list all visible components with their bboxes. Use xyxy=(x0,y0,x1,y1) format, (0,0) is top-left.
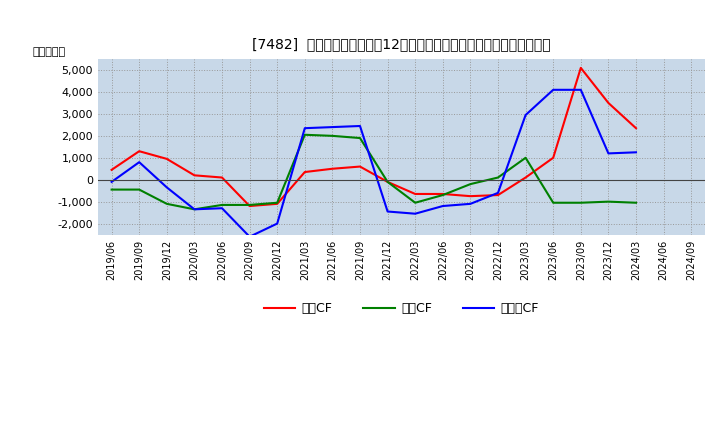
営業CF xyxy=(217,175,226,180)
フリーCF xyxy=(246,234,254,239)
フリーCF xyxy=(273,221,282,226)
フリーCF xyxy=(190,207,199,212)
投資CF xyxy=(631,200,640,205)
フリーCF xyxy=(466,201,474,206)
Y-axis label: （百万円）: （百万円） xyxy=(32,48,66,57)
投資CF xyxy=(300,132,309,137)
フリーCF xyxy=(577,87,585,92)
投資CF xyxy=(521,155,530,161)
フリーCF xyxy=(328,125,337,130)
フリーCF xyxy=(217,205,226,211)
フリーCF xyxy=(135,160,143,165)
営業CF xyxy=(300,169,309,175)
営業CF xyxy=(135,149,143,154)
営業CF xyxy=(273,201,282,206)
投資CF xyxy=(438,192,447,198)
フリーCF xyxy=(107,179,116,184)
投資CF xyxy=(107,187,116,192)
フリーCF xyxy=(300,125,309,131)
フリーCF xyxy=(383,209,392,214)
投資CF xyxy=(135,187,143,192)
投資CF xyxy=(604,199,613,204)
投資CF xyxy=(466,181,474,187)
投資CF xyxy=(328,133,337,139)
Legend: 営業CF, 投資CF, フリーCF: 営業CF, 投資CF, フリーCF xyxy=(258,297,544,320)
フリーCF xyxy=(549,87,557,92)
フリーCF xyxy=(521,112,530,117)
フリーCF xyxy=(163,185,171,190)
フリーCF xyxy=(604,151,613,156)
Line: 投資CF: 投資CF xyxy=(112,135,636,209)
営業CF xyxy=(494,192,503,198)
営業CF xyxy=(466,194,474,199)
投資CF xyxy=(577,200,585,205)
営業CF xyxy=(438,191,447,197)
投資CF xyxy=(246,202,254,208)
投資CF xyxy=(273,200,282,205)
営業CF xyxy=(163,156,171,161)
フリーCF xyxy=(356,123,364,128)
フリーCF xyxy=(631,150,640,155)
投資CF xyxy=(549,200,557,205)
Title: [7482]  キャッシュフローの12か月移動合計の対前年同期増減額の推移: [7482] キャッシュフローの12か月移動合計の対前年同期増減額の推移 xyxy=(252,37,551,51)
営業CF xyxy=(631,125,640,131)
営業CF xyxy=(246,203,254,209)
フリーCF xyxy=(411,211,420,216)
営業CF xyxy=(577,65,585,70)
投資CF xyxy=(217,202,226,208)
営業CF xyxy=(521,175,530,180)
営業CF xyxy=(107,167,116,172)
営業CF xyxy=(356,164,364,169)
Line: 営業CF: 営業CF xyxy=(112,68,636,206)
投資CF xyxy=(356,136,364,141)
投資CF xyxy=(163,201,171,206)
営業CF xyxy=(411,191,420,197)
営業CF xyxy=(328,166,337,172)
投資CF xyxy=(383,179,392,184)
営業CF xyxy=(549,155,557,161)
営業CF xyxy=(190,172,199,178)
投資CF xyxy=(494,175,503,180)
フリーCF xyxy=(494,190,503,195)
フリーCF xyxy=(438,203,447,209)
営業CF xyxy=(383,179,392,184)
投資CF xyxy=(190,207,199,212)
Line: フリーCF: フリーCF xyxy=(112,90,636,237)
投資CF xyxy=(411,200,420,205)
営業CF xyxy=(604,100,613,106)
